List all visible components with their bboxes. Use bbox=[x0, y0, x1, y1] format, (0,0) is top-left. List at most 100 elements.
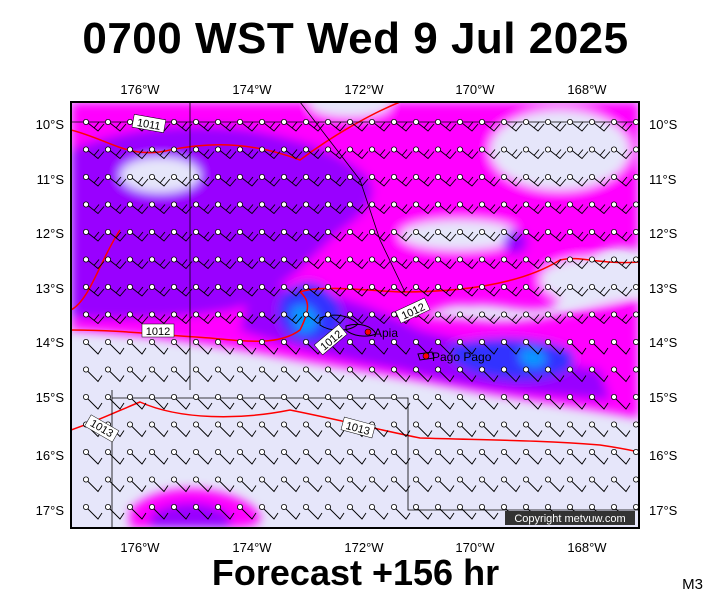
wind-barb bbox=[390, 366, 411, 383]
wind-barb bbox=[611, 173, 633, 187]
wind-barb bbox=[500, 146, 523, 160]
wind-barb bbox=[390, 173, 413, 187]
wind-barb bbox=[478, 311, 501, 325]
lon-tick-bottom: 172°W bbox=[344, 540, 384, 555]
wind-barb bbox=[368, 201, 391, 215]
wind-barb bbox=[500, 476, 521, 493]
wind-barb bbox=[368, 173, 391, 187]
wind-barb bbox=[545, 338, 565, 355]
wind-barb bbox=[148, 173, 171, 187]
wind-barb bbox=[478, 119, 501, 132]
place-apia: Apia bbox=[364, 326, 398, 340]
wind-barb bbox=[589, 448, 609, 465]
wind-barb bbox=[456, 119, 479, 132]
wind-barb bbox=[456, 228, 479, 242]
wind-barb bbox=[390, 448, 411, 465]
wind-barb bbox=[412, 448, 433, 465]
wind-barb bbox=[390, 283, 413, 297]
wind-barb bbox=[368, 119, 391, 132]
wind-barb bbox=[589, 311, 611, 325]
lat-ticks-left: 10°S 11°S 12°S 13°S 14°S 15°S 16°S 17°S bbox=[36, 117, 65, 518]
wind-barb bbox=[611, 283, 633, 297]
wind-barb bbox=[236, 256, 259, 270]
wind-barb bbox=[148, 421, 169, 438]
wind-barb bbox=[346, 228, 369, 242]
wind-barb bbox=[500, 421, 521, 438]
wind-barb bbox=[589, 421, 609, 438]
wind-barb bbox=[456, 448, 477, 465]
wind-barb bbox=[105, 338, 125, 355]
wind-barb bbox=[302, 421, 323, 438]
place-pago-pago: Pago Pago bbox=[422, 350, 492, 364]
lon-tick-bottom: 170°W bbox=[455, 540, 495, 555]
wind-barb bbox=[567, 421, 587, 438]
wind-barb bbox=[500, 201, 523, 215]
wind-barb bbox=[127, 173, 149, 187]
wind-barb bbox=[236, 119, 259, 132]
wind-barb bbox=[236, 173, 259, 187]
svg-text:Copyright metvuw.com: Copyright metvuw.com bbox=[514, 513, 625, 525]
lon-tick-top: 168°W bbox=[567, 82, 607, 97]
wind-barb bbox=[258, 256, 281, 270]
wind-barb bbox=[545, 173, 567, 187]
wind-barb bbox=[214, 503, 235, 520]
wind-barb bbox=[214, 448, 235, 465]
wind-barb bbox=[567, 366, 587, 383]
wind-barb bbox=[214, 393, 235, 410]
wind-barb bbox=[192, 503, 213, 520]
wind-barb bbox=[105, 366, 125, 383]
wind-barb bbox=[214, 173, 237, 187]
wind-barb bbox=[214, 256, 237, 270]
wind-barb bbox=[148, 366, 169, 383]
wind-barb bbox=[500, 228, 523, 242]
wind-barb bbox=[611, 311, 633, 325]
wind-barb bbox=[500, 366, 521, 383]
wind-barb bbox=[105, 283, 127, 297]
lon-tick-top: 174°W bbox=[232, 82, 272, 97]
wind-barb bbox=[434, 448, 455, 465]
wind-barb bbox=[148, 448, 169, 465]
wind-barb bbox=[324, 421, 345, 438]
wind-barb bbox=[214, 311, 237, 325]
wind-barb bbox=[478, 338, 499, 355]
wind-barb bbox=[478, 421, 499, 438]
wind-barb bbox=[280, 119, 303, 132]
wind-barb bbox=[236, 311, 259, 325]
wind-barb bbox=[105, 119, 127, 132]
wind-barb bbox=[127, 448, 147, 465]
lat-tick-left: 15°S bbox=[36, 390, 65, 405]
wind-barb bbox=[567, 393, 587, 410]
wind-barb bbox=[523, 228, 545, 242]
wind-barb bbox=[214, 338, 235, 355]
lon-ticks-top: 176°W 174°W 172°W 170°W 168°W bbox=[120, 82, 607, 97]
wind-barb bbox=[214, 421, 235, 438]
wind-barb bbox=[589, 256, 611, 270]
wind-barb bbox=[258, 228, 281, 242]
wind-barb bbox=[127, 146, 149, 160]
lat-ticks-right: 10°S 11°S 12°S 13°S 14°S 15°S 16°S 17°S bbox=[649, 117, 678, 518]
wind-barb bbox=[192, 338, 213, 355]
wind-barb bbox=[105, 476, 125, 493]
wind-barb bbox=[545, 146, 567, 160]
wind-barb bbox=[192, 421, 213, 438]
wind-barb bbox=[434, 393, 455, 410]
wind-barb bbox=[192, 366, 213, 383]
wind-barb bbox=[390, 119, 413, 132]
wind-barb bbox=[368, 393, 389, 410]
lat-tick-right: 15°S bbox=[649, 390, 678, 405]
wind-barb bbox=[412, 283, 435, 297]
wind-barb bbox=[478, 448, 499, 465]
lat-tick-left: 17°S bbox=[36, 503, 65, 518]
wind-barb bbox=[346, 476, 367, 493]
wind-barb bbox=[611, 448, 631, 465]
wind-barb bbox=[412, 366, 433, 383]
wind-barb bbox=[258, 448, 279, 465]
wind-barb bbox=[589, 338, 609, 355]
wind-barb bbox=[412, 173, 435, 187]
wind-barb bbox=[324, 173, 347, 187]
wind-barb bbox=[589, 393, 609, 410]
wind-barb bbox=[170, 119, 193, 132]
wind-barb bbox=[412, 393, 433, 410]
wind-barb bbox=[523, 421, 543, 438]
